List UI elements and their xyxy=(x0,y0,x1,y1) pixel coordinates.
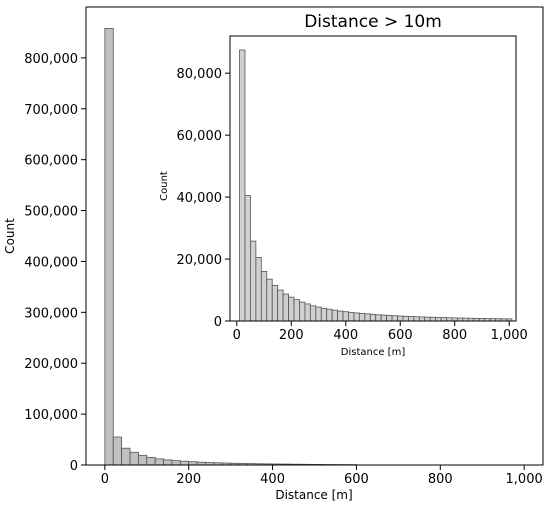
inset-x-tick-label: 800 xyxy=(442,328,467,343)
inset-bar xyxy=(364,313,371,322)
inset-bar xyxy=(260,271,268,322)
main-x-axis: 0 200 400 600 800 1,000 xyxy=(101,465,543,487)
main-y-tick-label: 600,000 xyxy=(24,154,78,169)
inset-bar xyxy=(271,284,279,322)
inset-x-tick-label: 1,000 xyxy=(491,328,528,343)
inset-bar xyxy=(250,240,257,322)
main-bar xyxy=(104,27,114,466)
main-bar xyxy=(129,451,139,466)
main-bar xyxy=(163,459,173,466)
inset-bar xyxy=(320,307,328,322)
inset-bar xyxy=(266,278,273,322)
main-y-tick-label: 400,000 xyxy=(24,255,78,270)
main-bar xyxy=(112,436,123,466)
inset-bar xyxy=(380,314,388,322)
inset-bar xyxy=(358,313,366,322)
main-x-tick-label: 200 xyxy=(176,472,201,487)
inset-bar xyxy=(402,315,409,322)
inset-bar xyxy=(397,315,404,322)
main-bar xyxy=(138,454,148,466)
main-y-axis-label: Count xyxy=(3,218,17,254)
main-x-tick-label: 600 xyxy=(344,472,369,487)
main-y-tick-label: 700,000 xyxy=(24,103,78,118)
inset-bar xyxy=(386,315,393,322)
inset-bar xyxy=(337,310,344,322)
inset-y-axis: 0 20,000 40,000 60,000 80,000 xyxy=(177,67,230,330)
inset-y-tick-label: 60,000 xyxy=(177,129,223,144)
inset-bar xyxy=(413,316,420,322)
inset-bar xyxy=(424,316,431,322)
inset-x-tick-label: 200 xyxy=(279,328,304,343)
main-y-axis: 0 100,000 200,000 300,000 400,000 500,000 600,… xyxy=(24,52,86,474)
inset-bar xyxy=(326,308,333,322)
main-bar xyxy=(154,458,164,466)
inset-bar xyxy=(348,311,355,322)
inset-y-tick-label: 0 xyxy=(214,315,222,330)
inset-y-axis-label: Count xyxy=(159,171,170,201)
inset-bar xyxy=(277,289,284,322)
main-bar xyxy=(171,460,181,466)
inset-plot-frame xyxy=(229,35,517,322)
main-y-tick-label: 100,000 xyxy=(24,408,78,423)
inset-bar xyxy=(315,306,322,322)
inset-background xyxy=(229,35,517,322)
main-plot-frame xyxy=(85,6,544,466)
inset-bar xyxy=(429,316,437,322)
inset-y-tick-label: 20,000 xyxy=(177,253,223,268)
inset-bar xyxy=(331,309,338,322)
main-y-tick-label: 200,000 xyxy=(24,357,78,372)
inset-x-axis: 0 200 400 600 800 1,000 xyxy=(233,321,528,343)
inset-x-tick-label: 0 xyxy=(233,328,241,343)
main-y-tick-label: 500,000 xyxy=(24,205,78,220)
inset-bar xyxy=(288,296,295,322)
main-x-axis-label: Distance [m] xyxy=(275,488,352,502)
inset-x-axis-label: Distance [m] xyxy=(341,347,406,358)
inset-bar xyxy=(255,257,262,322)
inset-bar xyxy=(369,313,377,322)
inset-bar xyxy=(408,316,415,322)
inset-bar xyxy=(435,317,442,322)
inset-bar xyxy=(418,316,426,322)
inset-bar xyxy=(293,299,300,322)
inset-bar xyxy=(342,311,349,322)
inset-x-tick-label: 400 xyxy=(333,328,358,343)
inset-y-tick-label: 80,000 xyxy=(177,67,223,82)
main-bar xyxy=(146,456,156,466)
inset-bar xyxy=(299,301,306,322)
inset-bar xyxy=(391,315,398,322)
main-bars-group xyxy=(104,27,357,466)
main-bar xyxy=(121,447,131,466)
main-x-tick-label: 1,000 xyxy=(506,472,543,487)
main-x-tick-label: 400 xyxy=(260,472,285,487)
inset-bar xyxy=(375,314,382,322)
inset-bar xyxy=(440,317,447,322)
inset-bar xyxy=(304,303,311,322)
inset-bar xyxy=(309,305,317,322)
main-y-tick-label: 0 xyxy=(70,459,78,474)
main-x-tick-label: 800 xyxy=(428,472,453,487)
inset-bar xyxy=(239,49,246,322)
main-y-tick-label: 300,000 xyxy=(24,306,78,321)
main-bar xyxy=(179,460,190,466)
main-y-tick-label: 800,000 xyxy=(24,52,78,67)
inset-bar xyxy=(244,195,251,322)
inset-y-tick-label: 40,000 xyxy=(177,191,223,206)
inset-title: Distance > 10m xyxy=(304,12,442,32)
inset-bar xyxy=(282,293,289,322)
main-x-tick-label: 0 xyxy=(101,472,109,487)
inset-bar xyxy=(353,312,360,322)
inset-x-tick-label: 600 xyxy=(388,328,413,343)
